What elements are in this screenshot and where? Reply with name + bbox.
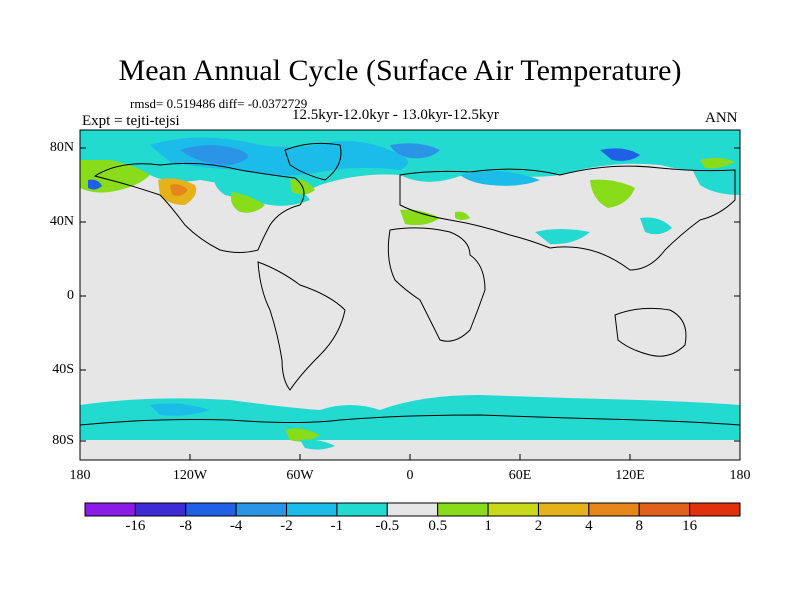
- axis-ticks: [79, 147, 741, 460]
- lat-label-40s: 40S: [52, 362, 74, 377]
- colorbar-box: [588, 502, 640, 517]
- season-label: ANN: [705, 110, 738, 126]
- lon-label-60e: 60E: [508, 468, 532, 483]
- colorbar-label: 16: [682, 518, 698, 534]
- colorbar-box: [336, 502, 388, 517]
- colorbar-label: -16: [125, 518, 146, 534]
- colorbar-label: 4: [585, 518, 593, 534]
- period-subtitle: 12.5kyr-12.0kyr - 13.0kyr-12.5kyr: [292, 107, 499, 123]
- coast-africa: [387, 227, 486, 342]
- coast-antarctica: [79, 414, 741, 426]
- lat-label-0: 0: [67, 288, 74, 303]
- colorbar-label: 1: [484, 518, 492, 534]
- colorbar-box: [638, 502, 691, 517]
- colorbar-box: [537, 502, 590, 517]
- chart-title: Mean Annual Cycle (Surface Air Temperatu…: [118, 54, 682, 87]
- lat-label-80s: 80S: [52, 433, 74, 448]
- colorbar-box: [134, 502, 187, 517]
- colorbar-box: [84, 502, 136, 517]
- colorbar: [84, 502, 741, 517]
- coastlines: [79, 142, 741, 426]
- lon-label-180-left: 180: [69, 468, 91, 483]
- colorbar-label: 2: [534, 518, 543, 534]
- lon-label-180-right: 180: [729, 468, 751, 483]
- colorbar-label: 8: [635, 518, 643, 534]
- experiment-label: Expt = tejti-tejsi: [82, 113, 180, 129]
- lat-label-40n: 40N: [49, 214, 74, 229]
- coast-eurasia: [399, 165, 736, 271]
- stats-subtitle: rmsd= 0.519486 diff= -0.0372729: [130, 96, 308, 111]
- colorbar-box: [185, 502, 237, 517]
- lon-label-120w: 120W: [172, 468, 208, 483]
- colorbar-label: -8: [179, 518, 193, 534]
- colorbar-box: [235, 502, 288, 517]
- lon-label-120e: 120E: [615, 468, 645, 483]
- colorbar-label: -1: [330, 518, 344, 534]
- colorbar-box: [386, 502, 439, 517]
- colorbar-label: -2: [280, 518, 293, 534]
- lon-label-60w: 60W: [286, 468, 314, 483]
- coast-australia: [614, 307, 687, 357]
- colorbar-label: 0.5: [428, 518, 448, 534]
- colorbar-box: [487, 502, 539, 517]
- colorbar-box: [286, 502, 338, 517]
- colorbar-label: -0.5: [375, 518, 400, 534]
- anomaly-shading-north-america: [80, 160, 315, 213]
- coast-south-america: [257, 261, 346, 391]
- coast-greenland: [284, 142, 342, 181]
- coast-north-america: [93, 162, 305, 253]
- colorbar-box: [437, 502, 489, 517]
- colorbar-box: [689, 502, 741, 517]
- colorbar-label: -4: [229, 518, 243, 534]
- anomaly-shading-southern-ocean: [80, 395, 740, 460]
- lon-label-0: 0: [406, 468, 414, 483]
- lat-label-80n: 80N: [49, 140, 74, 155]
